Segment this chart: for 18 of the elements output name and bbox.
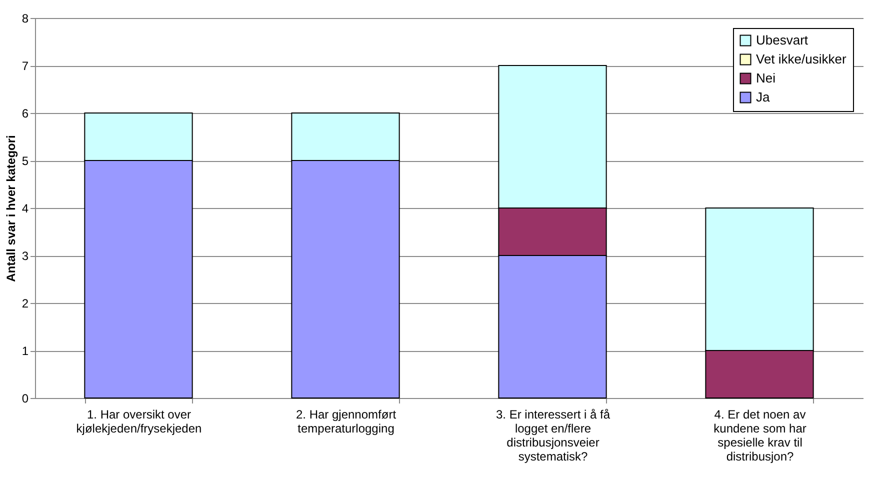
x-tick-label: 2. Har gjennomført temperaturlogging xyxy=(296,408,397,436)
y-tick-label: 8 xyxy=(22,12,29,26)
legend-label: Vet ikke/usikker xyxy=(756,52,847,66)
y-tick-label: 6 xyxy=(22,106,29,120)
y-axis-title: Antall svar i hver kategori xyxy=(4,135,18,282)
legend-label: Nei xyxy=(756,70,776,86)
y-tick-label: 1 xyxy=(22,344,29,358)
y-tick-label: 5 xyxy=(22,154,29,168)
x-tick-label: 4. Er det noen av kundene som har spesielle krav til distribusjon? xyxy=(714,408,806,464)
y-tick-label: 3 xyxy=(22,249,29,263)
legend-label: Ja xyxy=(756,90,770,104)
y-tick-label: 4 xyxy=(22,202,29,216)
x-tick-label: 3. Er interessert i å få logget en/flere distribusjonsveier systematisk? xyxy=(496,408,610,464)
y-tick-label: 7 xyxy=(22,59,29,73)
legend-label: Ubesvart xyxy=(756,32,808,48)
y-tick-label: 0 xyxy=(22,392,29,406)
y-tick-label: 2 xyxy=(22,296,29,310)
x-tick-label: 1. Har oversikt over kjølekjeden/frysekjeden xyxy=(76,408,202,436)
